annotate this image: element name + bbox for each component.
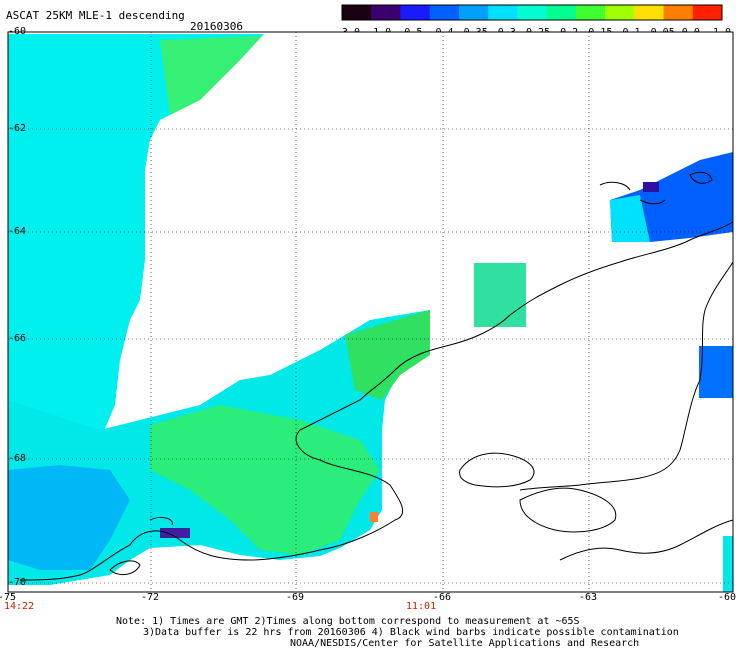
- data-patch-northeast-purple: [643, 182, 659, 192]
- colorbar-swatch: [692, 5, 723, 20]
- latitude-label: -70: [8, 577, 27, 588]
- longitude-label: -72: [141, 592, 160, 603]
- coastline-peninsula-east: [519, 261, 734, 491]
- data-swath-west-upper-green: [160, 36, 262, 115]
- product-date: 20160306: [190, 20, 243, 33]
- graticule: [7, 31, 734, 593]
- time-label-middle: 11:01: [406, 601, 437, 612]
- data-swath-west-upper: [8, 34, 264, 440]
- longitude-label: -75: [0, 592, 17, 603]
- map-frame: [7, 31, 734, 593]
- data-swath-anomaly-orange: [370, 512, 378, 522]
- latitude-label: -64: [8, 226, 27, 237]
- coastline-peninsula-north: [19, 221, 734, 581]
- data-patch-northeast-cyan: [610, 195, 650, 242]
- note-line-1: Note: 1) Times are GMT 2)Times along bot…: [116, 616, 580, 627]
- data-patch-east: [699, 346, 733, 398]
- data-swath-anomaly-purple: [160, 528, 190, 538]
- data-patch-southeast: [723, 536, 733, 592]
- latitude-label: -66: [8, 333, 27, 344]
- colorbar-swatch: [342, 5, 372, 20]
- colorbar-swatch: [605, 5, 635, 20]
- longitude-label: -60: [718, 592, 737, 603]
- data-swath-green-east: [150, 405, 380, 555]
- map-plot: [7, 31, 734, 593]
- latitude-label: -62: [8, 123, 27, 134]
- data-patch-center: [474, 263, 526, 327]
- note-line-3: NOAA/NESDIS/Center for Satellite Applica…: [290, 638, 640, 649]
- coastline-islands-ne: [599, 171, 713, 205]
- latitude-label: -68: [8, 453, 27, 464]
- time-label-left: 14:22: [4, 601, 35, 612]
- coastline: [19, 171, 734, 581]
- coastline-islands-west: [109, 517, 173, 576]
- colorbar-swatch: [429, 5, 460, 20]
- longitude-label: -63: [579, 592, 598, 603]
- latitude-label: -60: [8, 26, 27, 37]
- colorbar-swatch: [488, 5, 518, 20]
- colorbar-swatch: [517, 5, 548, 20]
- note-line-2: 3)Data buffer is 22 hrs from 20160306 4)…: [143, 627, 679, 638]
- coastline-alexander-island: [459, 452, 535, 488]
- coastline-inner-bay: [519, 487, 617, 533]
- scatterometer-swaths: [8, 34, 733, 592]
- longitude-label: -66: [433, 592, 452, 603]
- data-swath-west-blue: [8, 465, 130, 570]
- product-title: ASCAT 25KM MLE-1 descending: [6, 9, 185, 22]
- colorbar-swatch: [371, 5, 401, 20]
- colorbar-swatch: [400, 5, 431, 20]
- colorbar-swatch: [546, 5, 577, 20]
- colorbar-swatch: [575, 5, 606, 20]
- longitude-label: -69: [286, 592, 305, 603]
- colorbar-frame: [341, 4, 723, 21]
- colorbar-swatch: [663, 5, 694, 20]
- coastline-south: [559, 519, 734, 561]
- colorbar-swatch: [634, 5, 665, 20]
- colorbar-swatch: [458, 5, 489, 20]
- data-swath-green-ridge: [345, 310, 430, 400]
